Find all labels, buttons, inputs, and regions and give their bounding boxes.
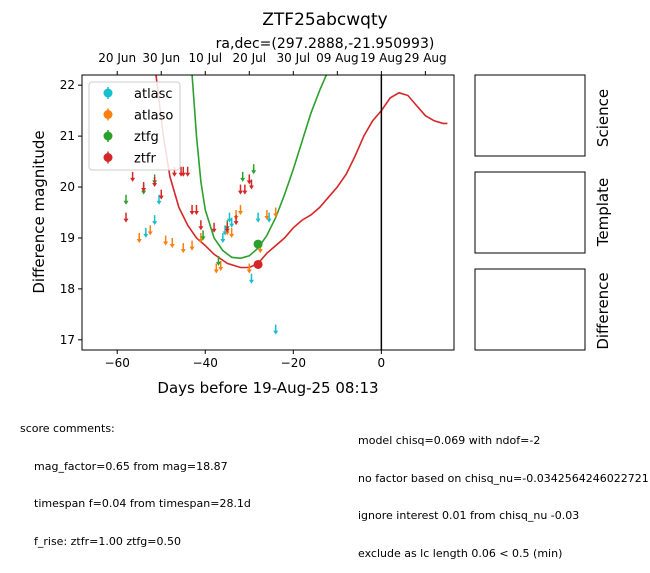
ztfr-limit-point [123, 212, 129, 223]
legend-label: ztfg [134, 130, 159, 145]
atlasc-limit-point [143, 227, 149, 238]
atlaso-limit-point [198, 232, 204, 243]
atlaso-limit-point [264, 210, 270, 221]
ztfg-detection-point [253, 239, 263, 249]
atlaso-limit-point [147, 225, 153, 236]
top-tick-label: 29 Aug [404, 51, 447, 65]
y-tick-label: 18 [60, 282, 75, 296]
legend-label: ztfr [134, 152, 156, 167]
ztfr-limit-point [193, 204, 199, 215]
atlasc-limit-point [255, 212, 261, 223]
ztfr-limit-point [211, 222, 217, 233]
top-tick-label: 20 Jul [233, 51, 267, 65]
ztfg-limit-point [215, 255, 221, 266]
atlaso-limit-point [180, 243, 186, 254]
legend-label: atlasc [134, 87, 173, 102]
plot-frame [81, 74, 455, 351]
ztfr-limit-point [198, 220, 204, 231]
ztfr-limit-point [237, 184, 243, 195]
y-tick-label: 17 [60, 333, 75, 347]
atlaso-limit-point [246, 263, 252, 274]
top-tick-label: 10 Jul [188, 51, 222, 65]
top-tick-label: 30 Jul [277, 51, 311, 65]
light-curve-figure: ZTF25abcwqty ra,dec=(297.2888,-21.950993… [30, 10, 612, 397]
atlaso-limit-point [163, 235, 169, 246]
legend-entry-atlasc: atlasc [103, 87, 173, 102]
ztfg-limit-point [251, 164, 257, 175]
ztfg-limit-point [240, 171, 246, 182]
legend-entry-ztfg: ztfg [103, 130, 159, 145]
ztfr-limit-point [224, 222, 230, 233]
y-axis: 17 18 19 20 21 22 [60, 78, 82, 347]
atlaso-limit-point [189, 240, 195, 251]
y-tick-label: 22 [60, 78, 75, 92]
atlaso-limit-point [169, 238, 175, 249]
top-tick-label: 20 Jun [98, 51, 136, 65]
chart-title: ZTF25abcwqty [262, 10, 387, 30]
ztfr-limit-point [189, 204, 195, 215]
template-panel [474, 171, 586, 254]
atlasc-limit-point [220, 232, 226, 243]
y-axis-label: Difference magnitude [30, 130, 48, 293]
x-tick-label: 0 [378, 356, 386, 370]
model-comment-line: exclude as lc length 0.06 < 0.5 (min) [358, 546, 563, 560]
model-comment-line: ignore interest 0.01 from chisq_nu -0.03 [358, 509, 580, 522]
atlaso-limit-point [237, 204, 243, 215]
ztfr-limit-point [233, 215, 239, 226]
atlasc-limit-point [266, 212, 272, 223]
ztfr-limit-point [152, 176, 158, 187]
ztfr-limit-point [248, 179, 254, 190]
atlaso-limit-point [136, 232, 142, 243]
atlasc-limit-point [226, 212, 232, 223]
atlaso-limit-point [273, 207, 279, 218]
ztfr-limit-point [141, 182, 147, 193]
score-comment-line: f_rise: ztfr=1.00 ztfg=0.50 [34, 534, 181, 548]
legend-entry-atlaso: atlaso [103, 108, 173, 124]
chart-subtitle: ra,dec=(297.2888,-21.950993) [216, 36, 435, 52]
ztfr-limit-point [158, 189, 164, 200]
difference-panel [474, 268, 586, 351]
score-comment-line: mag_factor=0.65 from mag=18.87 [34, 459, 228, 473]
difference-label: Difference [594, 272, 612, 349]
model-comment-line: no factor based on chisq_nu=-0.034256424… [358, 471, 649, 485]
y-tick-label: 19 [60, 231, 75, 245]
atlaso-limit-point [213, 263, 219, 274]
model-comment-line: model chisq=0.069 with ndof=-2 [358, 434, 541, 447]
x-tick-label: −20 [281, 356, 306, 370]
ztfr-limit-point [246, 174, 252, 185]
top-tick-label: 30 Jun [142, 51, 180, 65]
top-date-axis: 20 Jun 30 Jun 10 Jul 20 Jul 30 Jul 09 Aug 19 A… [98, 51, 447, 75]
model-curve [191, 75, 328, 260]
atlasc-limit-point [248, 273, 254, 284]
y-tick-label: 21 [60, 129, 75, 143]
science-panel [474, 74, 586, 157]
ztfg-limit-point [200, 230, 206, 241]
ztfr-limit-point [180, 166, 186, 177]
x-axis: −60 −40 −20 0 [105, 350, 386, 370]
score-comments: score comments: mag_factor=0.65 from mag… [20, 398, 251, 561]
science-label: Science [594, 89, 612, 147]
x-tick-label: −60 [105, 356, 130, 370]
template-label: Template [594, 178, 612, 247]
ztfr-limit-point [185, 166, 191, 177]
atlasc-limit-point [152, 215, 158, 226]
atlasc-limit-point [273, 324, 279, 335]
ztfr-limit-point [130, 171, 136, 182]
score-comments-header: score comments: [20, 422, 115, 435]
ztfr-limit-point [242, 184, 248, 195]
legend-label: atlaso [134, 109, 173, 124]
x-tick-label: −40 [193, 356, 218, 370]
legend: atlasc atlaso ztfg ztfr [88, 81, 181, 171]
y-tick-label: 20 [60, 180, 75, 194]
top-tick-label: 09 Aug [316, 51, 359, 65]
ztfr-detection-point [253, 259, 263, 269]
x-axis-label: Days before 19-Aug-25 08:13 [157, 379, 378, 397]
atlaso-limit-point [229, 227, 235, 238]
legend-entry-ztfr: ztfr [103, 151, 156, 167]
atlasc-limit-point [229, 217, 235, 228]
ztfg-limit-point [123, 194, 129, 205]
model-comments: model chisq=0.069 with ndof=-2 no factor… [358, 410, 649, 573]
top-tick-label: 19 Aug [360, 51, 403, 65]
